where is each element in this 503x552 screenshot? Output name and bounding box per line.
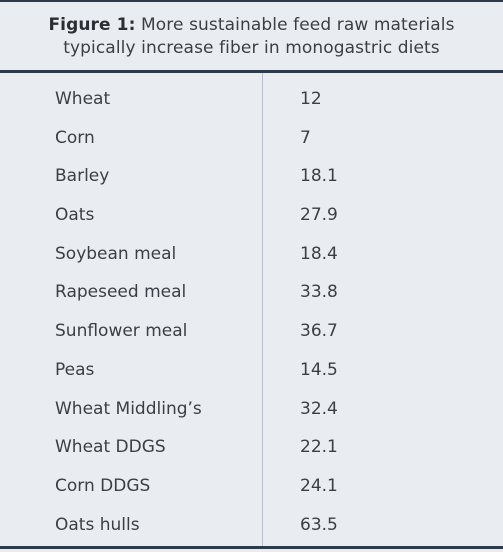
table-row: Wheat 12 [0, 80, 503, 119]
row-label: Barley [55, 166, 110, 187]
row-label: Wheat DDGS [55, 437, 166, 458]
top-rule [0, 0, 503, 2]
row-value: 24.1 [300, 475, 338, 496]
row-value: 7 [300, 127, 311, 148]
table-row: Soybean meal 18.4 [0, 235, 503, 274]
table-body: Wheat 12 Corn 7 Barley 18.1 Oats 27.9 Soybean me… [0, 80, 503, 544]
table-row: Barley 18.1 [0, 157, 503, 196]
caption-line-1-rest: More sustainable feed raw materials [135, 15, 455, 35]
row-value: 18.4 [300, 243, 338, 264]
header-rule [0, 70, 503, 73]
table-row: Corn DDGS 24.1 [0, 467, 503, 506]
bottom-rule [0, 546, 503, 549]
table-row: Wheat DDGS 22.1 [0, 428, 503, 467]
row-label: Corn DDGS [55, 475, 151, 496]
row-label: Corn [55, 127, 95, 148]
row-label: Wheat Middling’s [55, 398, 202, 419]
table-row: Peas 14.5 [0, 351, 503, 390]
row-value: 36.7 [300, 321, 338, 342]
row-value: 22.1 [300, 437, 338, 458]
row-value: 27.9 [300, 205, 338, 226]
caption-line-2: typically increase fiber in monogastric … [63, 38, 440, 58]
row-label: Peas [55, 359, 95, 380]
row-value: 18.1 [300, 166, 338, 187]
row-value: 14.5 [300, 359, 338, 380]
row-label: Oats [55, 205, 95, 226]
table-row: Sunflower meal 36.7 [0, 312, 503, 351]
figure-caption: Figure 1: More sustainable feed raw mate… [0, 14, 503, 60]
row-label: Wheat [55, 89, 111, 109]
row-label: Soybean meal [55, 243, 177, 264]
table-row: Oats 27.9 [0, 196, 503, 235]
caption-line-1: Figure 1: More sustainable feed raw mate… [0, 14, 503, 37]
row-value: 33.8 [300, 282, 338, 303]
table-row: Rapeseed meal 33.8 [0, 273, 503, 312]
row-value: 63.5 [300, 514, 338, 535]
row-label: Rapeseed meal [55, 282, 187, 303]
row-value: 12 [300, 89, 322, 109]
table-row: Wheat Middling’s 32.4 [0, 390, 503, 429]
row-label: Oats hulls [55, 514, 140, 535]
caption-lead: Figure 1: [48, 15, 136, 35]
row-label: Sunflower meal [55, 321, 188, 342]
row-value: 32.4 [300, 398, 338, 419]
table-row: Corn 7 [0, 119, 503, 158]
column-divider [262, 73, 263, 546]
table-row: Oats hulls 63.5 [0, 506, 503, 545]
